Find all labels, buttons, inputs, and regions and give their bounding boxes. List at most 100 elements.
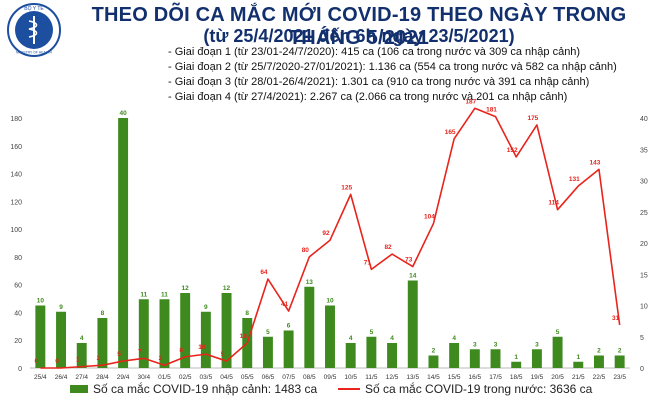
line-data-label: 71: [364, 259, 372, 266]
left-tick-label: 60: [14, 283, 22, 290]
line-data-label: 5: [221, 351, 225, 358]
line-data-label: 92: [322, 230, 330, 237]
logo-text: BỘ Y TẾ: [24, 5, 44, 12]
legend-line-swatch: [338, 388, 360, 390]
right-tick-label: 35: [640, 147, 648, 154]
phase-note-3: - Giai đoạn 3 (từ 28/01-26/4/2021): 1.30…: [168, 76, 590, 88]
bar-imported: [138, 299, 149, 368]
bar-imported: [387, 343, 398, 368]
x-tick-label: 25/4: [34, 374, 47, 381]
x-tick-label: 20/5: [551, 374, 564, 381]
line-data-label: 104: [424, 214, 435, 221]
x-tick-label: 22/5: [593, 374, 606, 381]
bar-imported: [97, 318, 108, 368]
line-data-label: 64: [260, 269, 268, 276]
right-tick-label: 10: [640, 304, 648, 311]
bar-imported: [262, 336, 273, 368]
x-tick-label: 18/5: [510, 374, 523, 381]
left-tick-label: 160: [10, 144, 22, 151]
bar-imported: [594, 355, 604, 368]
x-tick-label: 13/5: [406, 374, 419, 381]
bar-data-label: 1: [514, 354, 518, 361]
bar-data-label: 5: [266, 329, 270, 336]
line-data-label: 125: [341, 184, 352, 191]
chart-title: THEO DÕI CA MẮC MỚI COVID-19 THEO NGÀY T…: [91, 4, 627, 49]
bar-imported: [366, 336, 377, 368]
right-tick-label: 5: [640, 335, 644, 342]
x-tick-label: 26/4: [55, 374, 68, 381]
bar-data-label: 4: [349, 335, 353, 342]
legend-domestic: Số ca mắc COVID-19 trong nước: 3636 ca: [338, 382, 592, 396]
line-data-label: 187: [465, 98, 476, 105]
line-data-label: 2: [97, 355, 101, 362]
bar-imported: [159, 299, 170, 368]
bar-data-label: 2: [432, 348, 436, 355]
x-tick-label: 19/5: [531, 374, 544, 381]
bar-data-label: 10: [326, 298, 334, 305]
bar-data-label: 9: [204, 304, 208, 311]
left-tick-label: 180: [10, 116, 22, 123]
bar-data-label: 3: [473, 341, 477, 348]
line-data-label: 131: [569, 176, 580, 183]
x-tick-label: 23/5: [613, 374, 626, 381]
line-data-label: 0: [55, 358, 59, 365]
line-data-label: 152: [507, 147, 518, 154]
bar-data-label: 4: [390, 335, 394, 342]
x-tick-label: 11/5: [365, 374, 378, 381]
left-tick-label: 140: [10, 172, 22, 179]
line-data-label: 18: [240, 333, 248, 340]
bar-imported: [221, 293, 232, 368]
line-data-label: 1: [76, 357, 80, 364]
x-tick-label: 29/4: [117, 374, 130, 381]
bar-data-label: 5: [370, 329, 374, 336]
right-tick-label: 15: [640, 272, 648, 279]
legend-bar-swatch: [70, 385, 88, 393]
left-tick-label: 40: [14, 310, 22, 317]
x-tick-label: 08/5: [303, 374, 316, 381]
bar-data-label: 8: [245, 310, 249, 317]
phase-note-1: - Giai đoạn 1 (từ 23/01-24/7/2020): 415 …: [168, 46, 581, 58]
bar-imported: [76, 343, 87, 368]
bar-imported: [469, 349, 480, 368]
line-data-label: 10: [198, 344, 206, 351]
right-tick-label: 25: [640, 210, 648, 217]
bar-data-label: 11: [140, 291, 147, 298]
bar-data-label: 3: [494, 341, 498, 348]
bar-imported: [304, 286, 315, 368]
right-tick-label: 40: [640, 116, 648, 123]
bar-imported: [552, 336, 563, 368]
x-tick-label: 01/5: [158, 374, 171, 381]
bar-data-label: 4: [452, 335, 456, 342]
bar-data-label: 12: [223, 285, 231, 292]
legend-domestic-label: Số ca mắc COVID-19 trong nước: 3636 ca: [365, 382, 593, 396]
bar-imported: [35, 305, 46, 368]
bar-data-label: 2: [597, 348, 601, 355]
logo-subtext: MINISTRY OF HEALTH: [16, 51, 52, 55]
bar-imported: [345, 343, 356, 368]
bar-data-label: 1: [576, 354, 580, 361]
legend-imported-label: Số ca mắc COVID-19 nhập cảnh: 1483 ca: [93, 382, 318, 396]
left-tick-label: 20: [14, 338, 22, 345]
line-data-label: 8: [179, 347, 183, 354]
x-tick-label: 09/5: [324, 374, 337, 381]
x-tick-label: 05/5: [241, 374, 254, 381]
left-tick-label: 120: [10, 199, 22, 206]
x-tick-label: 15/5: [448, 374, 461, 381]
bar-imported: [531, 349, 542, 368]
ministry-logo: BỘ Y TẾ MINISTRY OF HEALTH: [7, 3, 61, 57]
bar-imported: [325, 305, 335, 368]
x-tick-label: 17/5: [489, 374, 502, 381]
bar-imported: [449, 343, 460, 368]
bar-data-label: 2: [618, 348, 622, 355]
bar-data-label: 3: [535, 341, 539, 348]
x-tick-label: 07/5: [282, 374, 295, 381]
chart-subtitle: (từ 25/4/2021 đến 6h ngày 23/5/2021): [203, 26, 515, 46]
line-data-label: 80: [302, 247, 310, 254]
line-data-label: 7: [138, 348, 142, 355]
line-data-label: 2: [159, 355, 163, 362]
bar-data-label: 13: [306, 279, 314, 286]
line-data-label: 175: [527, 115, 538, 122]
line-data-label: 165: [445, 129, 456, 136]
line-data-label: 31: [612, 315, 620, 322]
